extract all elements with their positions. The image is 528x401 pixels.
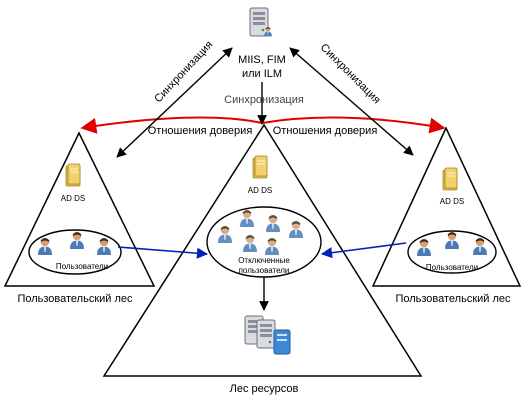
server-label-line1: MIIS, FIM (238, 54, 286, 66)
disabled-user-4 (218, 226, 232, 243)
link-arrow-left (118, 247, 207, 254)
left-user-2 (70, 232, 84, 249)
disabled-user-5 (243, 235, 257, 252)
resource-ad-icon (253, 156, 267, 178)
sync-label-center: Синхронизация (224, 94, 304, 106)
left-ad-icon (66, 164, 80, 186)
right-users-label: Пользователи (426, 263, 478, 272)
server-label-line2: или ILM (242, 68, 282, 80)
right-user-1 (417, 239, 431, 256)
left-forest-label: Пользовательский лес (17, 293, 133, 305)
sync-server-icon (250, 8, 272, 36)
resource-ad-label: AD DS (248, 186, 272, 195)
left-ad-label: AD DS (61, 194, 85, 203)
resource-forest-label: Лес ресурсов (230, 383, 299, 395)
sync-arrow-right (290, 48, 413, 155)
left-users-label: Пользователи (56, 262, 108, 271)
right-forest-label: Пользовательский лес (395, 293, 511, 305)
disabled-users-label-line2: пользователи (239, 266, 290, 275)
disabled-user-2 (266, 215, 280, 232)
link-arrow-right (322, 243, 406, 254)
right-user-2 (445, 232, 459, 249)
trust-label-left: Отношения доверия (148, 125, 253, 137)
disabled-user-6 (265, 238, 279, 255)
right-ad-icon (443, 168, 457, 190)
disabled-user-1 (240, 210, 254, 227)
right-ad-label: AD DS (440, 197, 464, 206)
right-user-3 (473, 238, 487, 255)
resource-servers-icon (245, 316, 290, 354)
sync-arrow-left (117, 48, 232, 157)
left-user-1 (38, 238, 52, 255)
sync-label-right: Синхронизация (318, 41, 383, 106)
trust-label-right: Отношения доверия (273, 125, 378, 137)
disabled-user-3 (289, 221, 303, 238)
disabled-users-label-line1: Отключенные (238, 256, 290, 265)
left-user-3 (97, 238, 111, 255)
